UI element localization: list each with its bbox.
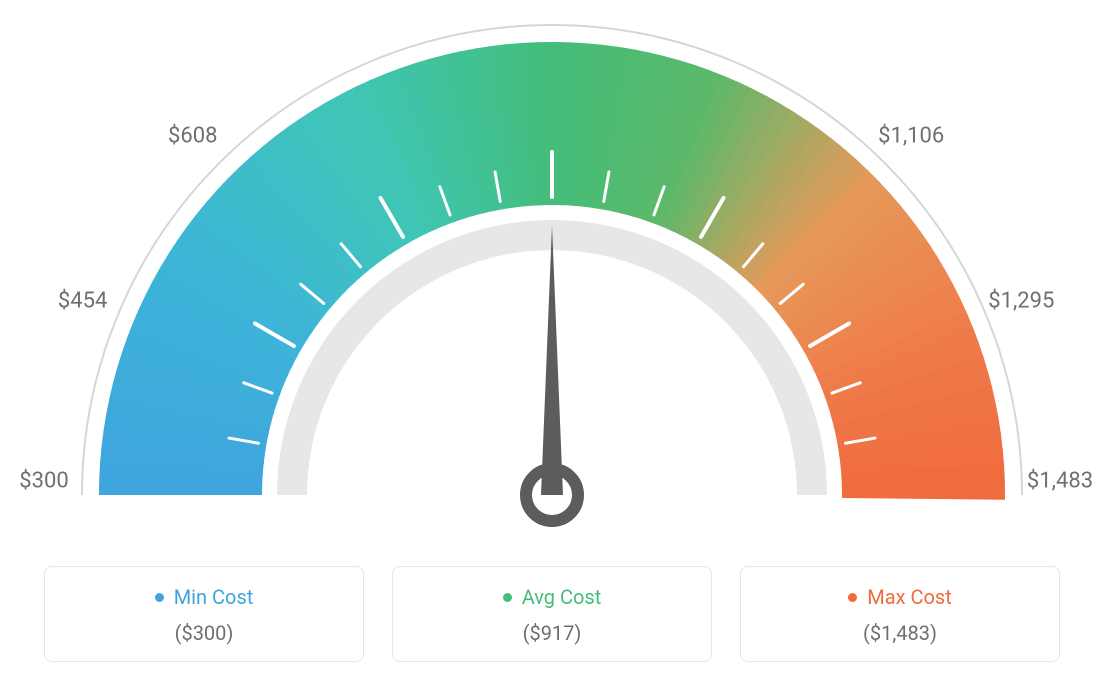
legend-dot-avg [503,593,512,602]
legend-label-avg: Avg Cost [522,585,602,609]
gauge-tick-label: $608 [168,123,217,148]
gauge-tick-label: $454 [58,288,107,313]
legend-dot-max [848,593,857,602]
legend-value-min: ($300) [45,621,363,645]
legend-card-avg: Avg Cost ($917) [392,566,712,662]
legend-value-avg: ($917) [393,621,711,645]
gauge-chart: $300$454$608$917$1,106$1,295$1,483 [0,0,1104,560]
gauge-tick-label: $300 [19,469,68,494]
legend-dot-min [155,593,164,602]
legend-card-max: Max Cost ($1,483) [740,566,1060,662]
legend: Min Cost ($300) Avg Cost ($917) Max Cost… [0,566,1104,662]
gauge-tick-label: $1,295 [988,288,1054,313]
gauge-tick-label: $1,106 [878,123,944,148]
gauge-svg [0,0,1104,560]
legend-title-max: Max Cost [848,585,952,609]
legend-card-min: Min Cost ($300) [44,566,364,662]
legend-title-avg: Avg Cost [503,585,602,609]
legend-value-max: ($1,483) [741,621,1059,645]
legend-label-min: Min Cost [174,585,254,609]
gauge-tick-label: $1,483 [1027,469,1093,494]
legend-label-max: Max Cost [867,585,952,609]
legend-title-min: Min Cost [155,585,254,609]
